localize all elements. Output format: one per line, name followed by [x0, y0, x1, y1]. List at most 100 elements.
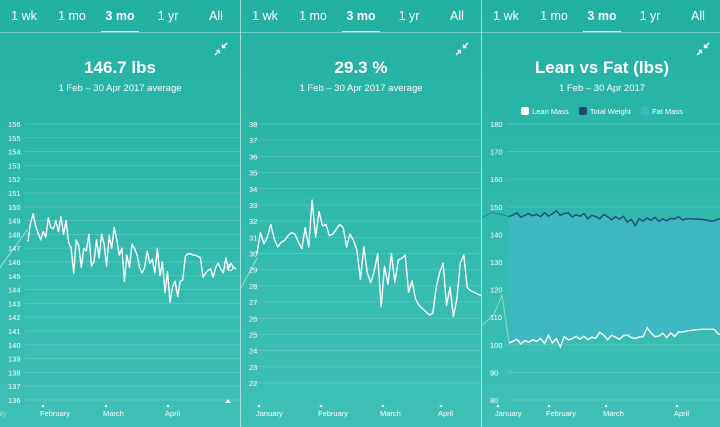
x-tick-dot — [496, 404, 500, 408]
x-tick-dot — [166, 404, 170, 408]
x-tick-dot — [319, 404, 323, 408]
y-tick-label: 150 — [490, 203, 503, 212]
tab-1wk[interactable]: 1 wk — [11, 9, 37, 23]
range-tabs: 1 wk 1 mo 3 mo 1 yr All — [0, 0, 240, 32]
y-tick-label: 110 — [490, 313, 502, 322]
y-tick-label: 22 — [249, 379, 257, 388]
y-tick-label: 156 — [8, 120, 21, 129]
y-tick-label: 146 — [8, 258, 21, 267]
weight-title: 146.7 lbs — [84, 58, 156, 77]
y-tick-label: 33 — [249, 201, 257, 210]
y-tick-label: 147 — [8, 244, 21, 253]
range-tabs: 1 wk 1 mo 3 mo 1 yr All — [241, 0, 481, 32]
y-tick-label: 139 — [8, 355, 21, 364]
y-tick-label: 24 — [249, 347, 257, 356]
y-tick-label: 36 — [249, 152, 257, 161]
total-weight-swatch — [578, 107, 587, 115]
collapse-arrows-icon[interactable] — [455, 42, 469, 56]
y-tick-label: 26 — [249, 314, 257, 323]
y-tick-label: 141 — [8, 327, 21, 336]
y-tick-label: 32 — [249, 217, 257, 226]
lean-fat-chart[interactable]: 80 90 100 110 120 130 140 150 160 170 180 January Fe… — [482, 0, 720, 427]
x-tick-label: February — [40, 409, 70, 418]
y-tick-label: 30 — [249, 250, 257, 259]
range-tabs: 1 wk 1 mo 3 mo 1 yr All — [482, 0, 720, 32]
x-tick-label: April — [438, 409, 453, 418]
lean-mass-swatch — [521, 107, 530, 115]
fat-mass-area — [509, 210, 720, 347]
y-tick-label: 90 — [490, 368, 498, 377]
x-tick-dot — [547, 404, 551, 408]
faded-line-segment — [482, 293, 510, 343]
lean-fat-subtitle: 1 Feb – 30 Apr 2017 — [558, 83, 646, 94]
y-tick-label: 137 — [8, 382, 21, 391]
tab-3mo[interactable]: 3 mo — [337, 0, 385, 32]
x-tick-label: February — [318, 409, 348, 418]
tab-1yr[interactable]: 1 yr — [398, 9, 420, 23]
tab-1mo[interactable]: 1 mo — [58, 9, 86, 23]
legend-lean-mass[interactable]: Lean Mass — [521, 107, 569, 116]
x-edge-label: uly — [0, 409, 7, 418]
x-tick-label: February — [546, 409, 576, 418]
y-tick-label: 140 — [8, 341, 21, 350]
weight-panel: 1 wk 1 mo 3 mo 1 yr All 146.7 lbs 1 Feb … — [0, 0, 240, 427]
body-fat-title: 29.3 % — [334, 58, 388, 77]
tab-3mo[interactable]: 3 mo — [96, 0, 144, 32]
weight-chart[interactable]: 1361371381391401411421431441451461471481… — [0, 0, 240, 427]
x-tick-dot — [257, 404, 261, 408]
scroll-indicator-icon — [225, 399, 231, 403]
tab-1yr[interactable]: 1 yr — [639, 9, 661, 23]
chart-legend: Lean Mass Total Weight Fat Mass — [482, 107, 720, 116]
faded-line-segment — [0, 228, 29, 268]
y-tick-label: 148 — [8, 230, 21, 239]
tab-1mo[interactable]: 1 mo — [299, 9, 327, 23]
tab-1yr[interactable]: 1 yr — [157, 9, 179, 23]
body-fat-chart[interactable]: 22 23 24 25 26 27 28 29 30 31 32 33 34 35 36 37 38 Januar… — [241, 0, 481, 427]
body-fat-panel: 1 wk 1 mo 3 mo 1 yr All 29.3 % 1 Feb – 3… — [240, 0, 481, 427]
y-tick-label: 144 — [8, 286, 21, 295]
legend-fat-mass[interactable]: Fat Mass — [641, 107, 683, 116]
tab-3mo[interactable]: 3 mo — [578, 0, 626, 32]
legend-label: Total Weight — [589, 107, 631, 116]
tab-all[interactable]: All — [691, 9, 705, 23]
lean-fat-panel: 1 wk 1 mo 3 mo 1 yr All Lean vs Fat (lbs… — [481, 0, 720, 427]
collapse-arrows-icon[interactable] — [214, 42, 228, 56]
x-tick-label: January — [495, 409, 522, 418]
y-tick-label: 142 — [8, 313, 21, 322]
y-tick-label: 120 — [490, 286, 503, 295]
y-tick-label: 150 — [8, 203, 21, 212]
y-tick-label: 138 — [8, 368, 21, 377]
y-tick-label: 170 — [490, 148, 503, 157]
tabs-divider — [0, 32, 240, 33]
faded-line-segment — [482, 211, 510, 219]
body-fat-series-line — [256, 199, 481, 318]
y-tick-label: 143 — [8, 299, 21, 308]
x-tick-label: March — [103, 409, 124, 418]
y-tick-label: 149 — [8, 217, 21, 226]
tab-1mo[interactable]: 1 mo — [540, 9, 568, 23]
y-tick-label: 35 — [249, 169, 257, 178]
y-tick-label: 100 — [490, 341, 503, 350]
tab-1wk[interactable]: 1 wk — [252, 9, 278, 23]
y-tick-label: 80 — [490, 396, 498, 405]
y-tick-label: 151 — [8, 189, 21, 198]
tab-all[interactable]: All — [450, 9, 464, 23]
tab-1wk[interactable]: 1 wk — [493, 9, 519, 23]
y-tick-label: 152 — [8, 175, 21, 184]
fat-mass-swatch — [641, 107, 650, 115]
y-tick-label: 27 — [249, 298, 257, 307]
x-tick-label: January — [256, 409, 283, 418]
tab-all[interactable]: All — [209, 9, 223, 23]
y-tick-label: 155 — [8, 134, 21, 143]
x-tick-label: March — [603, 409, 624, 418]
legend-total-weight[interactable]: Total Weight — [578, 107, 631, 116]
collapse-arrows-icon[interactable] — [696, 42, 710, 56]
latest-point-marker — [226, 264, 234, 272]
x-tick-dot — [41, 404, 45, 408]
x-tick-dot — [439, 404, 443, 408]
x-tick-dot — [675, 404, 679, 408]
legend-label: Lean Mass — [532, 107, 569, 116]
y-tick-label: 140 — [490, 230, 503, 239]
legend-label: Fat Mass — [652, 107, 683, 116]
lean-fat-title: Lean vs Fat (lbs) — [534, 58, 670, 77]
